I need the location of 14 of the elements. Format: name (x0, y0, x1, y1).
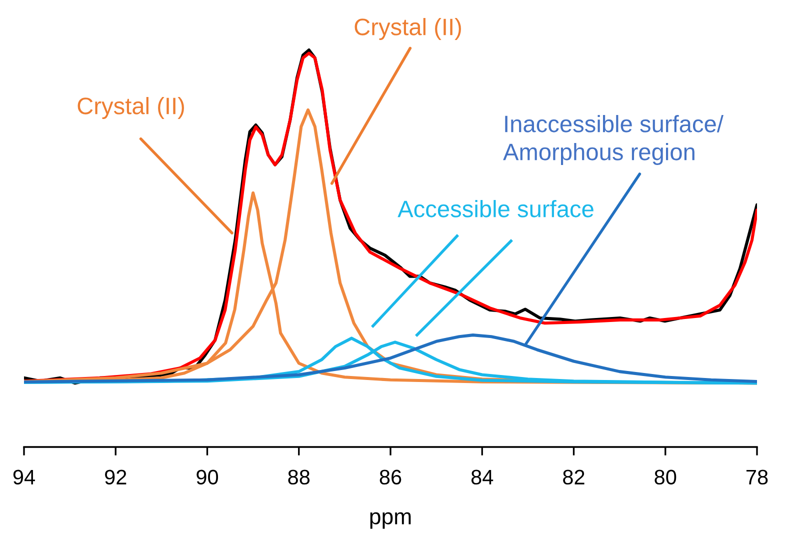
x-tick-label: 80 (654, 470, 676, 485)
x-tick-label: 82 (563, 470, 584, 485)
x-tick-label: 88 (288, 470, 310, 485)
x-tick-label: 92 (105, 470, 126, 485)
annotation: Crystal (II) (354, 18, 461, 40)
x-tick-label: 94 (13, 470, 35, 485)
annotation: Crystal (II) (78, 96, 184, 120)
annotation: Accessible surface (398, 200, 594, 218)
x-axis-title: ppm (370, 512, 411, 529)
annotation: Inaccessible surface/ Amorphous region (503, 114, 724, 166)
x-tick-label: 78 (746, 470, 768, 485)
x-tick-label: 86 (380, 470, 402, 485)
x-tick-label: 90 (196, 470, 218, 485)
x-tick-label: 84 (471, 470, 494, 485)
